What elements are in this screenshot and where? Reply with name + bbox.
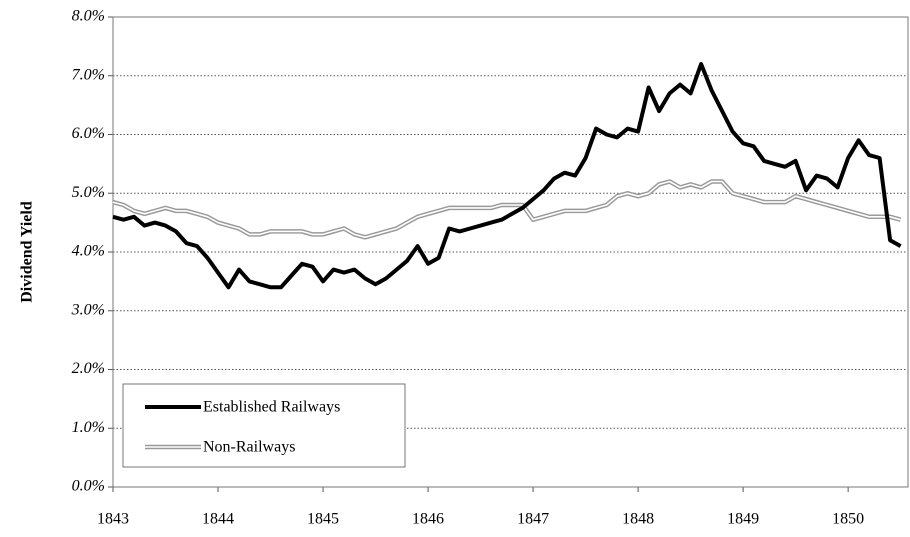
x-tick-label: 1843 <box>97 511 129 528</box>
legend-label: Established Railways <box>203 399 340 416</box>
plot-frame <box>112 16 909 488</box>
x-tick-label: 1849 <box>727 511 759 528</box>
y-tick-label: 1.0% <box>72 419 105 436</box>
y-tick-label: 7.0% <box>72 66 105 83</box>
series-line <box>112 179 902 240</box>
x-tick-label: 1847 <box>517 511 549 528</box>
y-tick-label: 6.0% <box>72 125 105 142</box>
y-tick-label: 3.0% <box>71 301 105 318</box>
legend-label: Non-Railways <box>203 439 295 456</box>
x-tick-label: 1845 <box>307 511 339 528</box>
x-tick-label: 1844 <box>202 511 234 528</box>
y-tick-label: 8.0% <box>72 8 105 25</box>
legend-box <box>122 383 406 468</box>
y-axis-title: Dividend Yield <box>19 201 36 303</box>
x-tick-label: 1850 <box>832 511 864 528</box>
series-line <box>112 62 902 290</box>
x-tick-label: 1846 <box>412 511 444 528</box>
y-tick-label: 5.0% <box>72 184 105 201</box>
series-line-inner <box>112 180 901 239</box>
y-tick-label: 4.0% <box>72 243 105 260</box>
x-tick-label: 1848 <box>622 511 654 528</box>
y-tick-label: 0.0% <box>72 478 105 495</box>
y-tick-label: 2.0% <box>72 360 105 377</box>
